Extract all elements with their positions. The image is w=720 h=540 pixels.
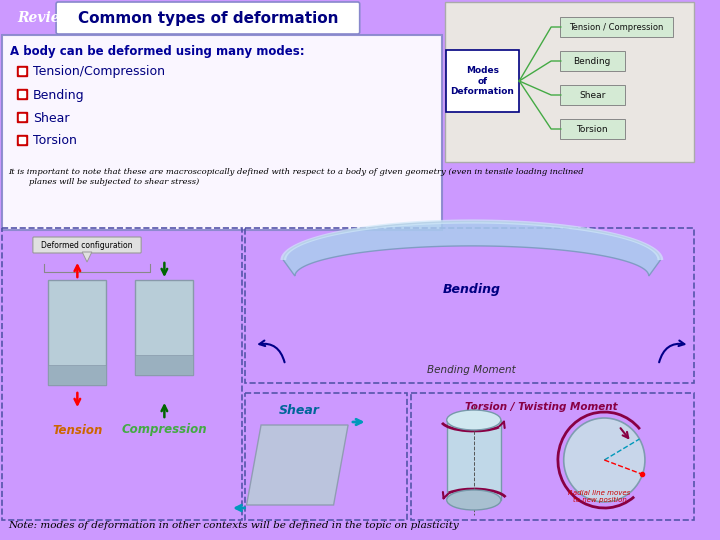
FancyBboxPatch shape: [17, 89, 27, 99]
Text: Bending Moment: Bending Moment: [428, 365, 516, 375]
Text: Note: modes of deformation in other contexts will be defined in the topic on pla: Note: modes of deformation in other cont…: [8, 521, 459, 530]
Text: Review: Review: [17, 11, 72, 25]
Polygon shape: [283, 221, 660, 276]
Text: Bending: Bending: [33, 89, 84, 102]
FancyBboxPatch shape: [560, 17, 673, 37]
Ellipse shape: [446, 410, 501, 430]
Text: Shear: Shear: [33, 111, 69, 125]
Text: Torsion: Torsion: [577, 125, 608, 133]
Polygon shape: [82, 252, 92, 262]
Text: Bending: Bending: [443, 284, 501, 296]
FancyBboxPatch shape: [445, 2, 694, 162]
Ellipse shape: [446, 490, 501, 510]
FancyBboxPatch shape: [135, 280, 194, 375]
Text: Bending: Bending: [574, 57, 611, 65]
Text: Torsion: Torsion: [33, 134, 77, 147]
Text: Shear: Shear: [579, 91, 606, 99]
Text: Tension: Tension: [52, 423, 102, 436]
Text: Tension / Compression: Tension / Compression: [570, 23, 664, 31]
FancyBboxPatch shape: [560, 85, 625, 105]
FancyBboxPatch shape: [48, 280, 107, 385]
Polygon shape: [246, 425, 348, 505]
Text: Deformed configuration: Deformed configuration: [41, 240, 132, 249]
Text: Tension/Compression: Tension/Compression: [33, 65, 165, 78]
FancyBboxPatch shape: [560, 51, 625, 71]
FancyBboxPatch shape: [17, 66, 27, 76]
FancyBboxPatch shape: [446, 420, 501, 500]
FancyBboxPatch shape: [2, 35, 442, 230]
FancyBboxPatch shape: [17, 112, 27, 122]
FancyBboxPatch shape: [48, 365, 107, 385]
Text: It is important to note that these are macroscopically defined with respect to a: It is important to note that these are m…: [8, 168, 583, 176]
Text: Torsion / Twisting Moment: Torsion / Twisting Moment: [465, 402, 618, 412]
Polygon shape: [280, 219, 663, 260]
Text: Modes
of
Deformation: Modes of Deformation: [451, 66, 514, 96]
FancyBboxPatch shape: [19, 91, 25, 97]
FancyBboxPatch shape: [560, 119, 625, 139]
FancyBboxPatch shape: [56, 2, 360, 34]
FancyBboxPatch shape: [19, 137, 25, 143]
FancyBboxPatch shape: [19, 68, 25, 74]
FancyBboxPatch shape: [33, 237, 141, 253]
FancyBboxPatch shape: [17, 135, 27, 145]
FancyBboxPatch shape: [446, 50, 519, 112]
FancyBboxPatch shape: [19, 114, 25, 120]
Text: Compression: Compression: [122, 423, 207, 436]
Text: Shear: Shear: [279, 403, 320, 416]
Text: planes will be subjected to shear stress): planes will be subjected to shear stress…: [8, 178, 199, 186]
Text: Radial line moves
to new position: Radial line moves to new position: [568, 490, 631, 503]
Text: Common types of deformation: Common types of deformation: [78, 10, 338, 25]
FancyBboxPatch shape: [135, 355, 194, 375]
Text: A body can be deformed using many modes:: A body can be deformed using many modes:: [9, 45, 305, 58]
Circle shape: [564, 418, 645, 502]
